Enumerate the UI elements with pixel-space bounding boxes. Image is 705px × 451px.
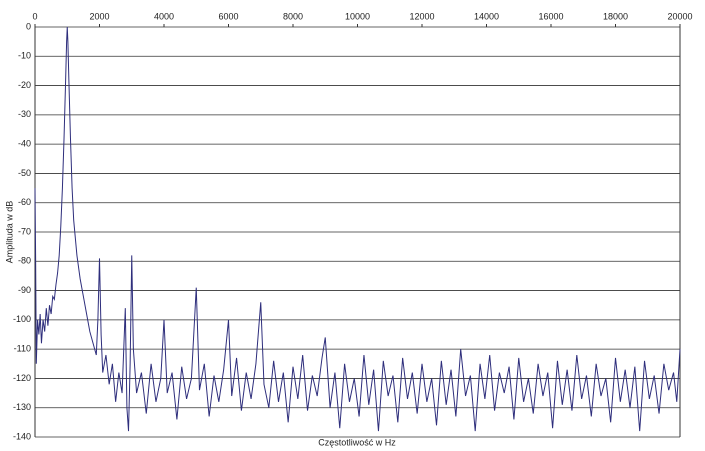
y-tick-label: -20 [18,80,31,90]
y-tick-label: -130 [13,402,31,412]
x-tick-label: 6000 [218,11,238,21]
y-tick-label: -50 [18,168,31,178]
x-tick-label: 0 [32,11,37,21]
x-tick-label: 4000 [154,11,174,21]
y-tick-label: -140 [13,431,31,441]
x-tick-label: 16000 [538,11,563,21]
x-tick-label: 14000 [474,11,499,21]
y-tick-label: -110 [14,344,31,354]
x-axis-label: Częstotliwość w Hz [318,437,396,447]
y-tick-label: -60 [18,197,31,207]
y-tick-label: -70 [18,226,31,236]
x-tick-label: 12000 [409,11,434,21]
y-tick-label: -80 [18,256,31,266]
x-tick-label: 10000 [345,11,370,21]
y-tick-label: -40 [18,139,31,149]
x-tick-label: 2000 [89,11,109,21]
x-tick-label: 8000 [283,11,303,21]
x-tick-label: 18000 [603,11,628,21]
y-tick-label: -120 [13,373,31,383]
y-tick-label: -10 [18,51,31,61]
y-axis-label: Amplituda w dB [4,201,14,264]
x-tick-label: 20000 [667,11,692,21]
y-tick-label: -30 [18,109,31,119]
spectrum-line [34,26,681,432]
y-tick-label: 0 [26,21,31,31]
y-tick-label: -100 [13,314,31,324]
y-tick-label: -90 [18,285,31,295]
